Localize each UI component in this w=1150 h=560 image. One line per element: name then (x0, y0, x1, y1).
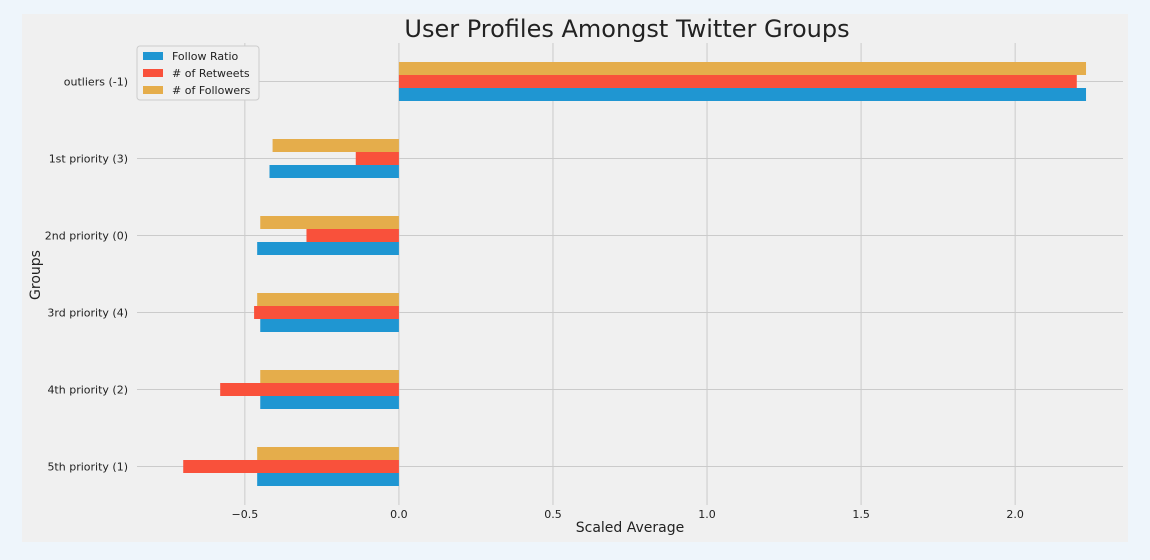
x-tick-labels: −0.5 0.0 0.5 1.0 1.5 2.0 (231, 508, 1023, 521)
x-tick-label: 1.0 (698, 508, 716, 521)
y-tick-label: 3rd priority (4) (47, 307, 128, 320)
bar (398, 75, 1077, 88)
bar (260, 216, 399, 229)
chart-title: User Profiles Amongst Twitter Groups (404, 15, 849, 43)
legend-box (136, 45, 260, 101)
y-axis-label: Groups (28, 250, 44, 300)
legend-swatch (143, 52, 163, 60)
x-tick-label: 0.0 (390, 508, 408, 521)
legend-label: # of Followers (172, 84, 251, 97)
legend-label: Follow Ratio (172, 50, 239, 63)
bar (220, 383, 399, 396)
bar (398, 62, 1087, 75)
bar (257, 473, 399, 486)
legend-swatch (143, 69, 163, 77)
bar (355, 152, 399, 165)
bar (260, 319, 399, 332)
bar (398, 88, 1087, 101)
y-tick-label: 1st priority (3) (49, 153, 128, 166)
y-tick-labels: outliers (-1) 1st priority (3) 2nd priorit… (45, 76, 128, 474)
bar (269, 165, 399, 178)
legend: Follow Ratio # of Retweets # of Followers (136, 45, 260, 101)
bar (254, 306, 399, 319)
bar (257, 293, 399, 306)
bar (260, 396, 399, 409)
y-tick-label: 5th priority (1) (47, 461, 128, 474)
x-tick-label: 2.0 (1006, 508, 1024, 521)
bar (260, 370, 399, 383)
x-tick-label: 0.5 (544, 508, 562, 521)
bar (257, 447, 399, 460)
y-tick-label: outliers (-1) (64, 76, 128, 89)
bar (183, 460, 399, 473)
bars (183, 62, 1087, 486)
bar (257, 242, 399, 255)
figure-background (22, 14, 1128, 542)
x-axis-label: Scaled Average (576, 520, 685, 536)
y-tick-label: 4th priority (2) (47, 384, 128, 397)
legend-swatch (143, 86, 163, 94)
bar (272, 139, 399, 152)
x-tick-label: −0.5 (231, 508, 258, 521)
y-tick-label: 2nd priority (0) (45, 230, 128, 243)
x-tick-label: 1.5 (852, 508, 870, 521)
bar (306, 229, 399, 242)
legend-label: # of Retweets (172, 67, 250, 80)
